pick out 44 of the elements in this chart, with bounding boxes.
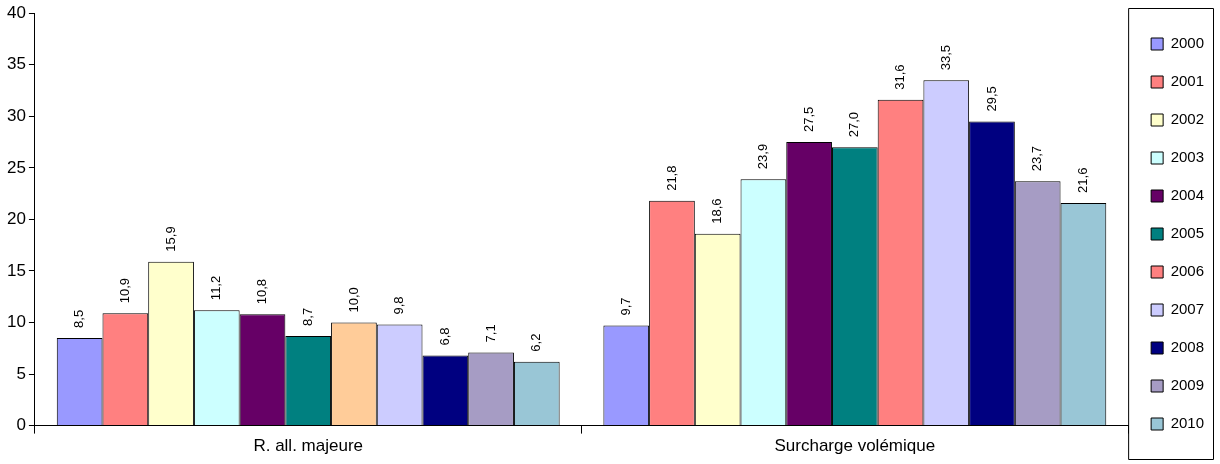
data-label: 6,2 xyxy=(528,333,544,352)
data-label: 27,5 xyxy=(800,106,816,133)
data-label: 21,8 xyxy=(663,165,679,191)
y-tick-label: 15 xyxy=(6,260,26,280)
data-label: 10,0 xyxy=(345,287,361,313)
legend-label: 2006 xyxy=(1170,262,1205,280)
x-tick-label: Surcharge volémique xyxy=(774,436,936,456)
legend-label: 2005 xyxy=(1170,224,1205,242)
x-tick-label: R. all. majeure xyxy=(253,436,364,456)
data-label: 8,7 xyxy=(299,307,315,326)
y-tick-label: 10 xyxy=(6,312,26,332)
legend-label: 2007 xyxy=(1170,300,1205,318)
data-label: 8,5 xyxy=(71,309,87,328)
data-label: 15,9 xyxy=(162,226,178,252)
y-tick-label: 0 xyxy=(16,415,26,435)
y-tick-label: 40 xyxy=(6,2,26,22)
y-tick-label: 35 xyxy=(6,54,26,74)
y-tick-label: 25 xyxy=(6,157,26,177)
data-label: 7,1 xyxy=(482,324,498,343)
legend-label: 2001 xyxy=(1170,72,1205,90)
legend-label: 2004 xyxy=(1170,186,1205,204)
data-label: 33,5 xyxy=(937,44,953,71)
legend-label: 2002 xyxy=(1170,110,1205,128)
data-label: 31,6 xyxy=(892,64,908,90)
data-label: 23,7 xyxy=(1029,145,1045,172)
data-label: 9,8 xyxy=(391,296,407,315)
y-tick-label: 30 xyxy=(6,105,26,125)
data-label: 11,2 xyxy=(208,275,224,301)
data-label: 18,6 xyxy=(709,198,725,224)
y-tick-label: 20 xyxy=(6,209,26,229)
data-label: 9,7 xyxy=(617,297,633,316)
data-label: 10,9 xyxy=(116,277,132,304)
legend-label: 2009 xyxy=(1170,376,1205,394)
data-label: 10,8 xyxy=(254,278,270,305)
data-label: 29,5 xyxy=(983,86,999,112)
legend-label: 2008 xyxy=(1170,338,1205,356)
y-tick-label: 5 xyxy=(16,363,26,383)
legend-label: 2003 xyxy=(1170,148,1205,166)
data-label: 6,8 xyxy=(436,327,452,346)
legend-label: 2010 xyxy=(1170,414,1205,432)
data-label: 27,0 xyxy=(846,111,862,138)
legend-label: 2000 xyxy=(1170,34,1205,52)
data-label: 23,9 xyxy=(754,143,770,170)
data-label: 21,6 xyxy=(1074,167,1090,193)
